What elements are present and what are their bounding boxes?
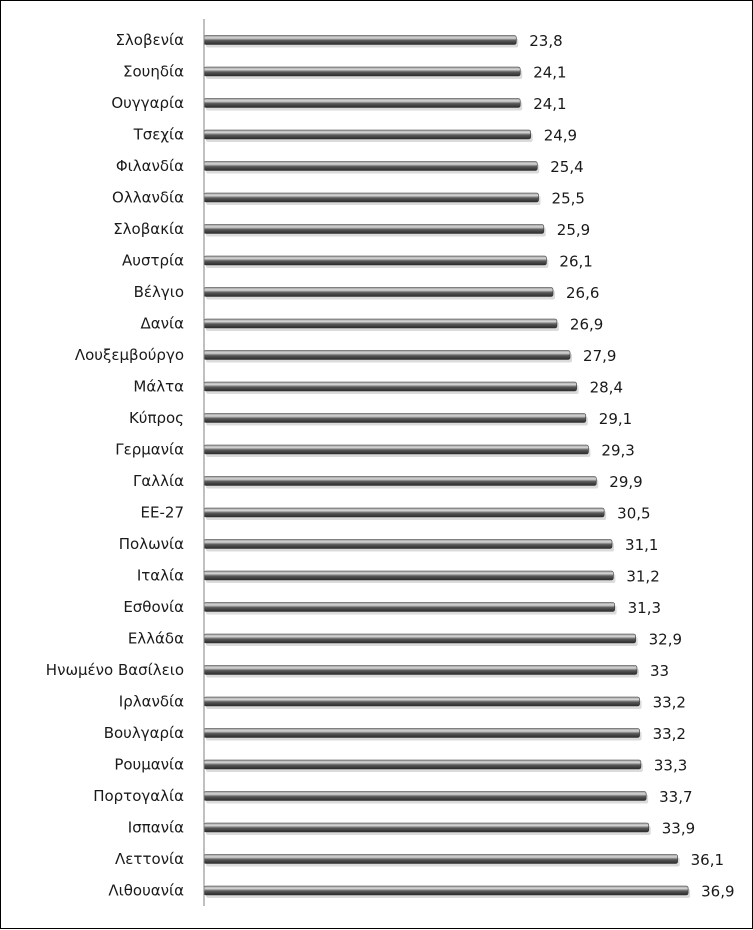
category-label: Ηνωμένο Βασίλειο (46, 661, 184, 679)
category-label: Ιταλία (137, 567, 184, 585)
value-label: 29,3 (601, 442, 634, 460)
bar (203, 602, 615, 612)
bar (203, 885, 689, 896)
value-label: 36,1 (691, 851, 724, 869)
category-label: Γερμανία (115, 441, 184, 459)
bar (203, 318, 558, 329)
category-label: Ελλάδα (128, 630, 184, 648)
bar (203, 665, 638, 675)
value-label: 33,3 (654, 757, 687, 775)
value-label: 31,3 (628, 599, 661, 617)
category-label: Ολλανδία (112, 189, 184, 207)
bar (203, 728, 640, 738)
bar (203, 633, 636, 644)
category-label: Τσεχία (133, 126, 185, 144)
category-label: Φιλανδία (116, 157, 184, 175)
value-label: 31,1 (625, 536, 658, 554)
category-label: Κύπρος (129, 409, 184, 427)
category-label: Γαλλία (133, 472, 184, 490)
category-label: Λιθουανία (108, 882, 184, 900)
category-label: Ισπανία (128, 819, 184, 837)
bar (203, 413, 587, 423)
bar (203, 507, 605, 518)
category-label: Σλοβακία (113, 220, 184, 238)
value-label: 27,9 (583, 347, 616, 365)
bar (203, 35, 517, 45)
bar (203, 381, 577, 392)
bar (203, 161, 538, 171)
value-label: 33,7 (659, 788, 692, 806)
value-label: 26,6 (566, 284, 599, 302)
category-label: Μάλτα (133, 378, 184, 396)
bar (203, 696, 640, 707)
value-label: 25,4 (550, 158, 583, 176)
bar (203, 854, 678, 864)
category-label: Λεττονία (115, 850, 184, 868)
category-labels: Σλοβενία Σουηδία Ουγγαρία Τσεχία Φιλανδία Ολλ… (46, 31, 184, 900)
bar (203, 444, 589, 455)
value-label: 26,1 (559, 253, 592, 271)
bar (203, 822, 650, 833)
bar (203, 476, 597, 486)
bar (203, 350, 571, 360)
value-label: 29,1 (599, 410, 632, 428)
category-label: Ρουμανία (114, 756, 184, 774)
bars (203, 35, 689, 896)
value-label: 36,9 (701, 883, 734, 901)
bar (203, 129, 531, 140)
category-label: Αυστρία (122, 252, 184, 270)
value-label: 24,9 (544, 127, 577, 145)
bar (203, 759, 642, 770)
category-label: Βέλγιο (134, 283, 184, 301)
value-label: 33 (650, 662, 669, 680)
bar (203, 255, 547, 266)
value-label: 33,2 (653, 725, 686, 743)
bar (203, 66, 521, 77)
value-label: 30,5 (617, 505, 650, 523)
bar (203, 224, 545, 234)
category-label: Ιρλανδία (119, 693, 184, 711)
value-label: 28,4 (590, 379, 623, 397)
value-label: 29,9 (609, 473, 642, 491)
value-label: 33,2 (653, 694, 686, 712)
category-label: Πορτογαλία (93, 787, 184, 805)
value-label: 23,8 (529, 32, 562, 50)
value-label: 24,1 (533, 95, 566, 113)
value-labels: 23,8 24,1 24,1 24,9 25,4 25,5 25,9 26,1 26,6 26,9… (529, 32, 734, 901)
value-label: 25,5 (552, 190, 585, 208)
bar (203, 539, 613, 549)
value-label: 25,9 (557, 221, 590, 239)
category-label: Βουλγαρία (104, 724, 184, 742)
bar (203, 791, 647, 801)
category-label: Σουηδία (123, 63, 184, 81)
category-label: ΕΕ-27 (141, 504, 184, 522)
value-label: 31,2 (626, 568, 659, 586)
bar (203, 192, 539, 203)
category-label: Σλοβενία (115, 31, 184, 49)
value-label: 33,9 (662, 820, 695, 838)
category-label: Πολωνία (119, 535, 184, 553)
category-label: Εσθονία (123, 598, 184, 616)
category-label: Ουγγαρία (111, 94, 184, 112)
bar (203, 98, 521, 108)
value-label: 24,1 (533, 64, 566, 82)
value-label: 26,9 (570, 316, 603, 334)
category-label: Λουξεμβούργο (75, 346, 184, 364)
bar (203, 570, 614, 581)
bar (203, 287, 554, 297)
value-label: 32,9 (649, 631, 682, 649)
category-label: Δανία (141, 315, 185, 333)
